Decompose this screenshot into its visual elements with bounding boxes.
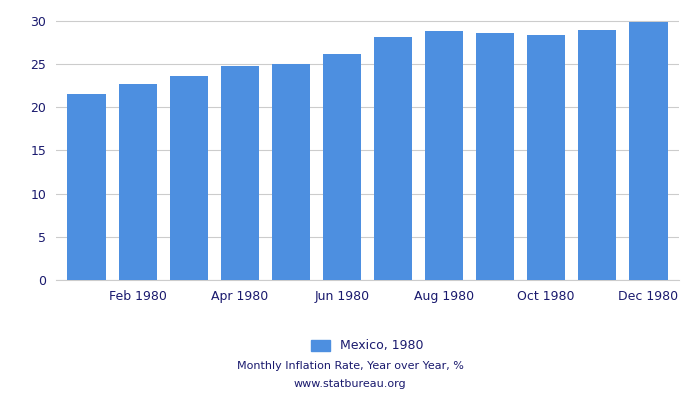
Text: www.statbureau.org: www.statbureau.org	[294, 379, 406, 389]
Bar	[476, 33, 514, 280]
Bar	[374, 37, 412, 280]
Bar	[578, 30, 617, 280]
Bar	[425, 31, 463, 280]
Bar	[118, 84, 157, 280]
Bar	[629, 22, 668, 280]
Bar	[323, 54, 361, 280]
Bar	[220, 66, 259, 280]
Bar	[67, 94, 106, 280]
Legend: Mexico, 1980: Mexico, 1980	[307, 334, 428, 358]
Bar	[272, 64, 310, 280]
Bar	[169, 76, 208, 280]
Bar	[527, 35, 566, 280]
Text: Monthly Inflation Rate, Year over Year, %: Monthly Inflation Rate, Year over Year, …	[237, 361, 463, 371]
